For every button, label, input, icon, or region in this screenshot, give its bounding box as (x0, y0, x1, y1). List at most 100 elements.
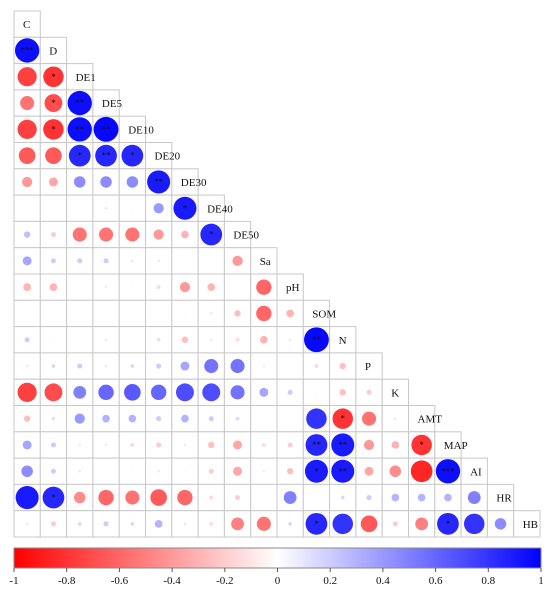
correlation-circle (263, 418, 265, 420)
correlation-circle (105, 312, 107, 315)
correlation-circle (288, 338, 292, 342)
correlation-circle (207, 283, 216, 291)
correlation-circle (131, 259, 134, 263)
correlation-circle (260, 335, 268, 344)
correlation-circle (256, 279, 272, 295)
significance-mark: * (209, 230, 214, 240)
variable-label: K (391, 387, 399, 399)
significance-mark: * (314, 466, 319, 476)
correlation-circle (209, 338, 213, 342)
correlation-circle (93, 116, 119, 142)
correlation-circle (287, 442, 293, 448)
correlation-circle (102, 414, 110, 423)
significance-mark: *** (441, 466, 455, 476)
correlation-circle (494, 518, 507, 530)
correlation-circle (124, 384, 141, 401)
colorbar-tick-label: -0.6 (111, 575, 129, 587)
variable-label: N (339, 335, 347, 347)
correlation-circle (364, 466, 374, 476)
correlation-circle (126, 176, 139, 188)
correlation-circle (22, 176, 33, 188)
correlation-circle (79, 286, 81, 288)
correlation-circle (209, 521, 214, 526)
correlation-circle (331, 459, 355, 483)
correlation-circle (125, 227, 140, 242)
matrix-cell (145, 299, 173, 328)
correlation-circle (305, 434, 328, 456)
correlation-circle (332, 408, 353, 429)
correlation-circle (125, 490, 140, 505)
correlation-circle (18, 147, 36, 164)
diagonal-cell (513, 510, 541, 538)
diagonal-cell (381, 378, 410, 407)
colorbar-tick-label: 0 (275, 575, 281, 587)
diagonal-cell (486, 483, 515, 512)
matrix-cell (39, 194, 68, 222)
correlation-circle (79, 207, 81, 209)
correlation-circle (183, 522, 187, 526)
correlation-circle (410, 460, 433, 483)
correlation-circle (287, 389, 293, 395)
correlation-circle (183, 443, 187, 447)
correlation-circle (104, 285, 108, 289)
significance-mark: ** (338, 440, 348, 450)
diagonal-cell (355, 352, 383, 380)
correlation-circle (79, 312, 81, 315)
correlation-circle (232, 255, 243, 266)
colorbar-tick-label: 0.6 (429, 575, 443, 587)
correlation-circle (411, 434, 432, 456)
correlation-circle (305, 512, 328, 535)
correlation-circle (44, 383, 63, 402)
matrix-cell (355, 378, 383, 407)
correlation-circle (204, 359, 219, 374)
colorbar-tick-label: 0.4 (376, 575, 390, 587)
correlation-circle (177, 489, 193, 506)
correlation-circle (23, 283, 31, 291)
matrix-cell (171, 405, 199, 433)
diagonal-cell (408, 405, 436, 433)
correlation-circle (121, 144, 144, 167)
correlation-circle (15, 486, 39, 510)
correlation-circle (103, 258, 109, 264)
diagonal-cell (302, 299, 331, 328)
correlation-circle (22, 256, 32, 266)
correlation-circle (181, 414, 189, 423)
correlation-circle (156, 285, 161, 290)
diagonal-cell (171, 168, 199, 196)
variable-label: DE40 (207, 203, 233, 215)
diagonal-cell (434, 431, 462, 459)
correlation-circle (339, 362, 346, 370)
correlation-circle (131, 286, 133, 288)
correlation-circle (52, 207, 55, 209)
variable-label: SOM (312, 308, 336, 320)
correlation-circle (210, 260, 212, 262)
correlation-circle (51, 364, 56, 368)
colorbar-tick-label: -1 (9, 575, 18, 587)
correlation-circle (72, 227, 87, 242)
correlation-circle (417, 493, 426, 502)
correlation-circle (67, 117, 92, 142)
correlation-circle (73, 176, 86, 188)
correlation-circle (180, 361, 190, 371)
correlation-circle (339, 389, 346, 396)
correlation-circle (314, 364, 319, 368)
correlation-circle (437, 512, 459, 535)
correlation-circle (153, 203, 164, 214)
correlation-circle (17, 382, 37, 402)
correlation-circle (42, 486, 65, 509)
correlation-circle (261, 443, 266, 447)
significance-mark: ** (102, 124, 112, 134)
correlation-circle (256, 516, 271, 531)
diagonal-cell (92, 89, 120, 117)
correlation-circle (184, 312, 186, 315)
significance-mark: ** (338, 466, 348, 476)
colorbar-tick-label: 0.8 (481, 575, 495, 587)
correlation-circle (304, 327, 329, 353)
significance-mark: * (51, 72, 56, 82)
significance-mark: * (446, 519, 451, 529)
variable-label: DE30 (181, 177, 207, 189)
colorbar-tick-label: -0.4 (163, 575, 181, 587)
correlation-circle (131, 339, 133, 341)
correlation-circle (435, 459, 461, 484)
correlation-circle (23, 415, 31, 422)
